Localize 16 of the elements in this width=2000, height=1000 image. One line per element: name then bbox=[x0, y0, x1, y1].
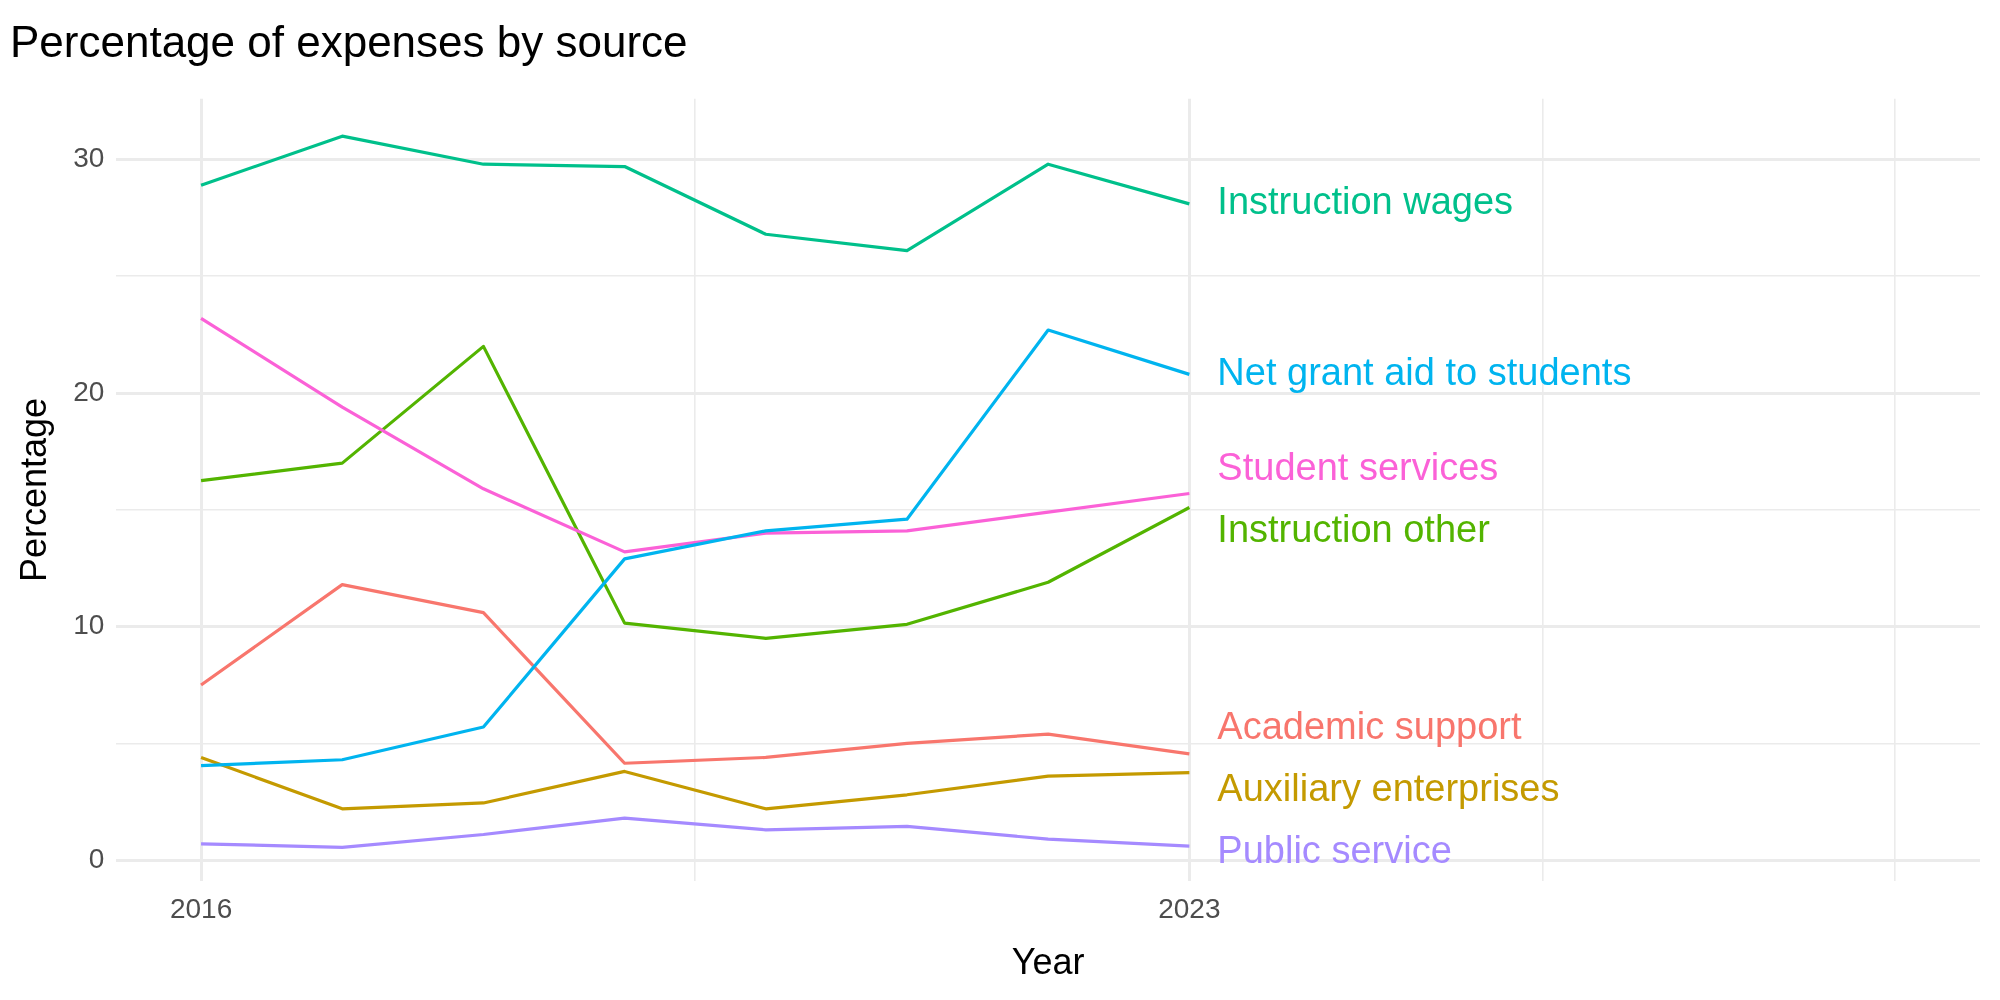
y-tick-label: 30 bbox=[73, 142, 105, 174]
y-tick-label: 0 bbox=[88, 842, 105, 874]
series-label: Academic support bbox=[1217, 705, 1522, 748]
series-label: Instruction wages bbox=[1217, 180, 1514, 223]
x-axis-title: Year bbox=[1011, 941, 1085, 983]
y-tick-label: 10 bbox=[73, 609, 105, 641]
x-tick-label: 2023 bbox=[1158, 892, 1221, 924]
series-label: Public service bbox=[1217, 829, 1452, 872]
series-label: Student services bbox=[1217, 445, 1499, 488]
x-tick-label: 2016 bbox=[169, 892, 233, 924]
series-label: Net grant aid to students bbox=[1217, 350, 1632, 393]
y-tick-label: 20 bbox=[73, 375, 105, 407]
chart-title: Percentage of expenses by source bbox=[10, 16, 688, 66]
series-label: Instruction other bbox=[1217, 507, 1491, 550]
y-axis-title: Percentage bbox=[12, 397, 54, 583]
series-label: Auxiliary enterprises bbox=[1217, 767, 1560, 810]
